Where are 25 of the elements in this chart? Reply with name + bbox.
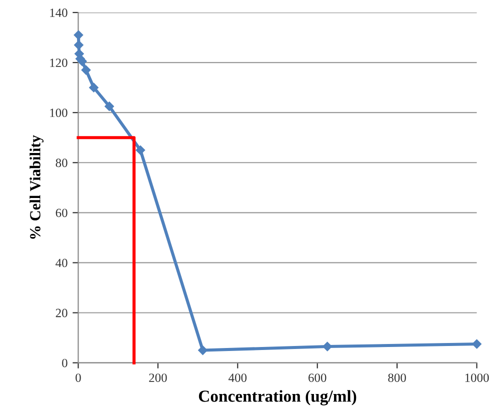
point	[104, 102, 114, 111]
point	[89, 82, 98, 92]
y-tick-label: 80	[56, 158, 68, 168]
point	[74, 40, 84, 50]
y-tick-label: 20	[56, 308, 68, 318]
x-tick-label: 400	[228, 374, 247, 382]
point	[198, 346, 208, 355]
x-axis-title: Concentration (ug/ml)	[198, 390, 356, 406]
x-tick-label: 800	[388, 374, 406, 382]
x-tick-label: 1000	[465, 374, 489, 382]
point	[74, 30, 84, 40]
y-tick-label: 140	[50, 8, 68, 17]
x-tick-label: 0	[76, 374, 81, 382]
x-tick-label: 600	[308, 374, 326, 382]
y-tick-label: 0	[62, 358, 68, 368]
y-tick-label: 120	[50, 58, 68, 68]
y-tick-label: 100	[50, 108, 68, 118]
point	[322, 342, 332, 352]
y-tick-label: 40	[56, 258, 68, 268]
x-tick-label: 200	[149, 374, 167, 382]
point	[81, 65, 91, 75]
y-tick-label: 60	[56, 208, 68, 218]
point	[136, 145, 146, 155]
point	[472, 339, 482, 349]
y-axis-title: % Cell Viability	[30, 135, 44, 239]
